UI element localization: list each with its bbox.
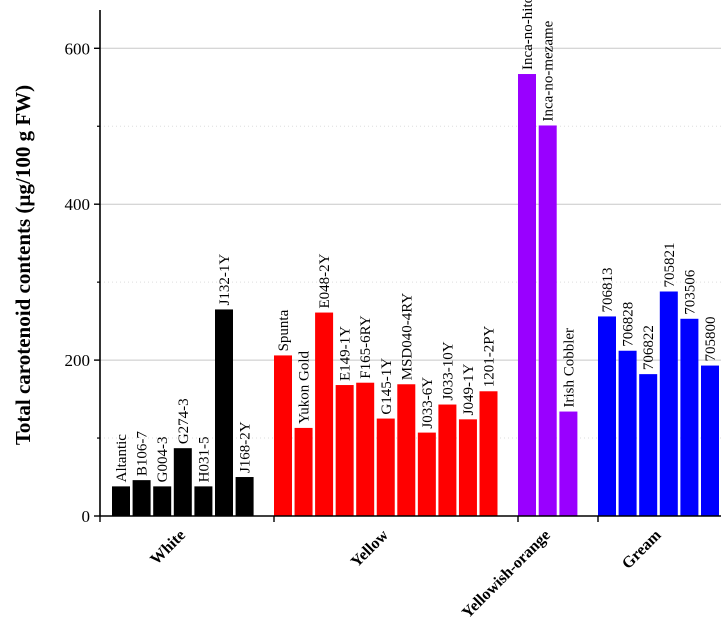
bar-j132-1y <box>215 309 233 516</box>
bar-j033-6y <box>418 433 436 516</box>
bar-label: G145-1Y <box>379 358 395 415</box>
y-tick-label: 600 <box>65 39 91 58</box>
bar-label: H031-5 <box>196 437 212 483</box>
bar-label: E149-1Y <box>338 326 354 381</box>
y-tick-label: 200 <box>65 351 91 370</box>
bar-j049-1y <box>459 419 477 516</box>
bar-label: Inca-no-hitomi <box>520 0 536 70</box>
bar-irish-cobbler <box>559 412 577 516</box>
bar-label: 1201-2PY <box>482 325 498 387</box>
bar-label: Irish Cobbler <box>561 328 577 408</box>
bar-g274-3 <box>174 448 192 516</box>
bar-label: F165-6RY <box>358 315 374 379</box>
bar-label: MSD040-4RY <box>399 293 415 381</box>
bar-705800 <box>701 366 719 516</box>
bar-label: E048-2Y <box>317 253 333 308</box>
bar-j168-2y <box>236 477 254 516</box>
bar-e048-2y <box>315 313 333 516</box>
bar-j033-10y <box>438 405 456 516</box>
bar-1201-2py <box>480 391 498 516</box>
bar-h031-5 <box>194 486 212 516</box>
bar-inca-no-mezame <box>539 125 557 516</box>
bar-label: 703506 <box>682 269 698 315</box>
bar-label: 706828 <box>621 302 637 347</box>
bar-label: J033-6Y <box>420 377 436 429</box>
bar-label: 706813 <box>600 267 616 312</box>
group-label: Gream <box>619 526 665 572</box>
bar-altantic <box>112 486 130 516</box>
bar-g004-3 <box>153 486 171 516</box>
bar-label: Spunta <box>276 309 292 351</box>
bar-label: G004-3 <box>155 437 171 483</box>
group-label: Yellow <box>348 526 392 570</box>
bar-706822 <box>639 374 657 516</box>
bar-label: B106-7 <box>135 431 151 477</box>
bar-msd040-4ry <box>397 384 415 516</box>
y-axis-title: Total carotenoid contents (µg/100 g FW) <box>11 85 35 445</box>
y-tick-label: 0 <box>82 507 91 526</box>
bar-spunta <box>274 355 292 516</box>
bar-label: J168-2Y <box>238 421 254 473</box>
bar-e149-1y <box>336 385 354 516</box>
bar-label: Yukon Gold <box>297 350 313 423</box>
bar-label: 705821 <box>662 243 678 288</box>
group-label: Yellowish-orange <box>459 527 554 622</box>
y-tick-label: 400 <box>65 195 91 214</box>
bar-b106-7 <box>133 480 151 516</box>
bar-label: 706822 <box>641 325 657 370</box>
bar-label: J049-1Y <box>461 364 477 416</box>
bar-label: J033-10Y <box>440 341 456 400</box>
bar-label: Altantic <box>114 434 130 483</box>
bar-706828 <box>619 351 637 516</box>
bar-703506 <box>680 319 698 516</box>
bar-706813 <box>598 316 616 516</box>
group-label: White <box>147 527 189 569</box>
bar-label: Inca-no-mezame <box>541 20 557 121</box>
bar-label: J132-1Y <box>217 254 233 306</box>
bar-g145-1y <box>377 419 395 516</box>
bar-label: 705800 <box>703 317 719 362</box>
bar-label: G274-3 <box>176 398 192 444</box>
bar-f165-6ry <box>356 383 374 516</box>
bar-yukon-gold <box>295 428 313 516</box>
bar-inca-no-hitomi <box>518 74 536 516</box>
bar-705821 <box>660 292 678 516</box>
